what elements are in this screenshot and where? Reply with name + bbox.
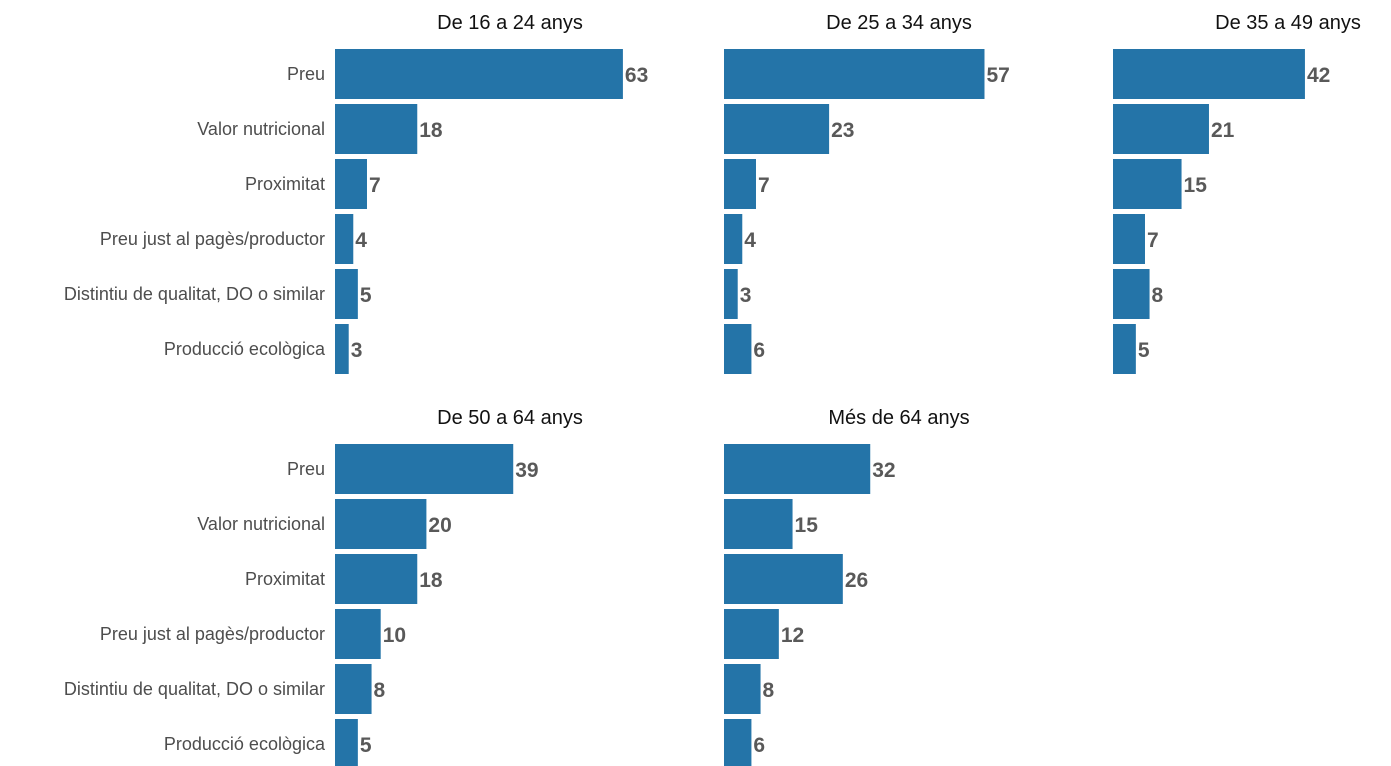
- data-label: 6: [753, 734, 765, 757]
- category-label: Producció ecològica: [164, 734, 326, 754]
- data-label: 21: [1211, 119, 1235, 142]
- bar: [724, 214, 743, 264]
- category-label: Proximitat: [245, 569, 325, 589]
- bar: [335, 214, 354, 264]
- facet-panel: De 50 a 64 anys Preu 39 Valor nutricional 20…: [64, 407, 583, 766]
- facet-panel: Més de 64 anys 32 15 26 12 8 6: [724, 407, 970, 766]
- data-label: 15: [795, 514, 819, 537]
- bar: [335, 609, 381, 659]
- data-label: 5: [360, 284, 372, 307]
- data-label: 4: [355, 229, 367, 252]
- bar: [335, 159, 367, 209]
- bar: [335, 554, 418, 604]
- facet-panel: De 16 a 24 anys Preu 63 Valor nutricional 18…: [64, 12, 648, 374]
- bar: [335, 49, 623, 99]
- data-label: 3: [740, 284, 752, 307]
- panel-title: De 25 a 34 anys: [826, 12, 972, 34]
- data-label: 15: [1184, 174, 1208, 197]
- data-label: 5: [360, 734, 372, 757]
- bar: [724, 554, 843, 604]
- data-label: 8: [374, 679, 386, 702]
- category-label: Proximitat: [245, 174, 325, 194]
- bar: [335, 269, 358, 319]
- bar: [335, 664, 372, 714]
- bar: [335, 104, 418, 154]
- bar: [335, 444, 514, 494]
- bar: [1113, 104, 1209, 154]
- bar: [724, 444, 871, 494]
- bar: [724, 609, 779, 659]
- bar: [724, 719, 752, 766]
- bar: [724, 664, 761, 714]
- bar: [724, 159, 756, 209]
- category-label: Preu: [287, 64, 325, 84]
- bar: [1113, 159, 1182, 209]
- bar: [1113, 49, 1305, 99]
- bar: [335, 719, 358, 766]
- data-label: 4: [744, 229, 756, 252]
- category-label: Distintiu de qualitat, DO o similar: [64, 679, 325, 699]
- bar: [1113, 324, 1136, 374]
- category-label: Preu just al pagès/productor: [100, 624, 325, 644]
- data-label: 5: [1138, 339, 1150, 362]
- data-label: 6: [753, 339, 765, 362]
- data-label: 23: [831, 119, 854, 142]
- bar: [1113, 269, 1150, 319]
- category-label: Valor nutricional: [197, 119, 325, 139]
- panel-title: De 16 a 24 anys: [437, 12, 583, 34]
- category-label: Distintiu de qualitat, DO o similar: [64, 284, 325, 304]
- data-label: 32: [872, 459, 895, 482]
- category-label: Producció ecològica: [164, 339, 326, 359]
- panel-title: Més de 64 anys: [828, 407, 969, 429]
- data-label: 10: [383, 624, 406, 647]
- facet-panel: De 25 a 34 anys 57 23 7 4 3 6: [724, 12, 1010, 374]
- bar: [335, 324, 349, 374]
- data-label: 8: [1152, 284, 1164, 307]
- data-label: 8: [763, 679, 775, 702]
- data-label: 7: [369, 174, 381, 197]
- bar: [1113, 214, 1145, 264]
- data-label: 18: [419, 569, 443, 592]
- facet-panel: De 35 a 49 anys 42 21 15 7 8 5: [1113, 12, 1361, 374]
- bar: [335, 499, 427, 549]
- category-label: Preu: [287, 459, 325, 479]
- bar: [724, 49, 985, 99]
- data-label: 63: [625, 64, 648, 87]
- panel-title: De 35 a 49 anys: [1215, 12, 1361, 34]
- bar: [724, 269, 738, 319]
- data-label: 7: [758, 174, 770, 197]
- data-label: 12: [781, 624, 804, 647]
- category-label: Preu just al pagès/productor: [100, 229, 325, 249]
- bar: [724, 104, 830, 154]
- bar: [724, 324, 752, 374]
- data-label: 57: [986, 64, 1009, 87]
- bar: [724, 499, 793, 549]
- category-label: Valor nutricional: [197, 514, 325, 534]
- data-label: 18: [419, 119, 443, 142]
- data-label: 20: [428, 514, 451, 537]
- data-label: 39: [515, 459, 538, 482]
- panel-title: De 50 a 64 anys: [437, 407, 583, 429]
- data-label: 42: [1307, 64, 1330, 87]
- data-label: 3: [351, 339, 363, 362]
- data-label: 7: [1147, 229, 1159, 252]
- data-label: 26: [845, 569, 868, 592]
